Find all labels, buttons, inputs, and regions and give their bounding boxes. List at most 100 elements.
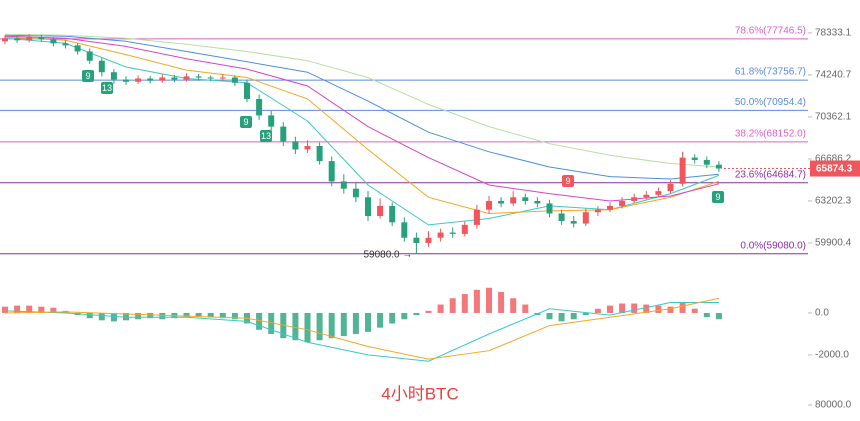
- candle-body: [377, 205, 384, 216]
- candle-body: [715, 164, 722, 169]
- candle-body: [316, 145, 323, 162]
- histogram-bar: [86, 312, 93, 319]
- candle-body: [62, 43, 69, 46]
- candle-body: [280, 126, 287, 142]
- histogram-bar: [437, 304, 444, 313]
- candle-body: [14, 38, 21, 41]
- candle-body: [413, 237, 420, 243]
- histogram-bar: [50, 307, 57, 313]
- candle-body: [110, 72, 117, 80]
- y-tick-label: 70362.1: [815, 112, 852, 123]
- candle-body: [352, 188, 359, 198]
- candle-body: [437, 232, 444, 238]
- macd-line: [4, 297, 720, 360]
- candle-body: [159, 77, 166, 81]
- td-box: [101, 82, 113, 94]
- candle-body: [231, 77, 238, 83]
- histogram-bar: [449, 298, 456, 313]
- histogram-bar: [38, 306, 45, 313]
- candle-body: [365, 197, 371, 216]
- y-tick-label: -2000.0: [815, 350, 849, 361]
- candle-body: [510, 197, 517, 204]
- macd-line: [4, 302, 719, 362]
- candle-body: [449, 232, 456, 234]
- histogram-bar: [219, 312, 226, 319]
- candle-body: [340, 181, 347, 189]
- candle-body: [244, 82, 250, 99]
- td-label: 9: [243, 117, 248, 127]
- candle-body: [570, 221, 577, 224]
- histogram-bar: [425, 310, 432, 313]
- td-label: 9: [85, 71, 90, 81]
- y-tick-label: 63202.3: [815, 196, 852, 207]
- candle-body: [268, 115, 275, 127]
- histogram-bar: [546, 312, 553, 320]
- y-tick-label: 59900.4: [815, 238, 852, 249]
- candle-body: [219, 77, 226, 79]
- td-box: [240, 116, 252, 128]
- histogram-bar: [594, 308, 601, 313]
- histogram-bar: [231, 312, 238, 320]
- fib-label: 0.0%(59080.0): [740, 240, 806, 251]
- histogram-bar: [268, 312, 275, 334]
- candle-body: [328, 161, 335, 182]
- candle-body: [679, 157, 686, 184]
- candle-body: [607, 205, 613, 210]
- y-tick-label: 78333.1: [815, 28, 852, 39]
- td-box: [260, 130, 272, 142]
- histogram-bar: [703, 312, 710, 318]
- td-label: 9: [715, 192, 720, 202]
- candle-body: [183, 76, 190, 80]
- histogram-bar: [582, 312, 589, 316]
- chart-title: 4小时BTC: [381, 384, 458, 403]
- histogram-bar: [14, 305, 21, 313]
- histogram-bar: [352, 312, 359, 334]
- histogram-bar: [473, 289, 480, 313]
- histogram-bar: [691, 308, 698, 313]
- histogram-bar: [195, 312, 202, 317]
- fib-label: 38.2%(68152.0): [735, 129, 806, 140]
- histogram-bar: [304, 312, 311, 343]
- candle-body: [425, 237, 432, 243]
- y-tick-label: 74240.7: [815, 70, 852, 81]
- candle-body: [207, 77, 214, 79]
- td-label: 9: [565, 176, 570, 186]
- histogram-bar: [377, 312, 384, 328]
- y-tick-label: 0.0: [815, 308, 829, 319]
- candle-body: [389, 205, 396, 223]
- td-label: 13: [261, 131, 271, 141]
- candle-body: [703, 159, 710, 165]
- histogram-bar: [292, 312, 299, 341]
- histogram-bar: [401, 312, 408, 320]
- histogram-bar: [365, 312, 371, 332]
- histogram-bar: [619, 303, 626, 313]
- histogram-bar: [159, 312, 166, 320]
- histogram-bar: [570, 312, 577, 320]
- histogram-bar: [498, 291, 505, 313]
- candle-body: [631, 197, 638, 201]
- candle-body: [195, 76, 202, 78]
- td-label: 13: [102, 83, 112, 93]
- y-tick-label: 80000.0: [815, 400, 852, 411]
- candle-body: [123, 79, 129, 82]
- histogram-bar: [389, 312, 396, 324]
- candle-body: [534, 200, 541, 204]
- candle-body: [486, 200, 492, 210]
- histogram-bar: [110, 312, 117, 322]
- moving-average: [4, 33, 719, 168]
- histogram-bar: [98, 312, 105, 321]
- histogram-bar: [643, 304, 650, 313]
- histogram-bar: [510, 298, 517, 313]
- candle-body: [50, 39, 57, 44]
- histogram-bar: [679, 302, 686, 313]
- candle-body: [546, 203, 553, 214]
- candle-body: [558, 213, 565, 222]
- histogram-bar: [607, 305, 613, 313]
- candle-body: [74, 45, 81, 52]
- candle-body: [2, 38, 8, 42]
- histogram-bar: [328, 312, 335, 339]
- moving-average: [4, 34, 719, 180]
- candle-body: [655, 191, 662, 195]
